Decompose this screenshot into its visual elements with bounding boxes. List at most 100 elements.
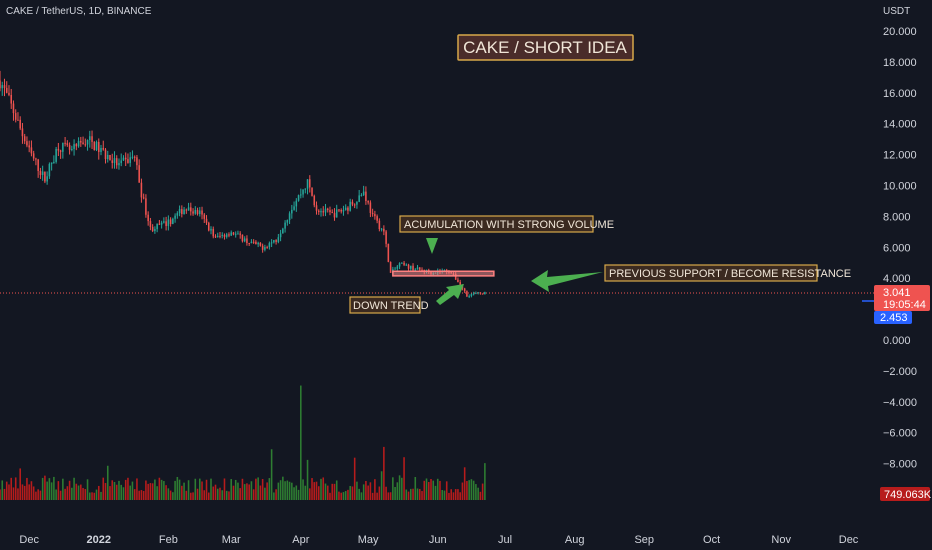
last-price-value: 3.041	[883, 287, 911, 299]
volume-bar	[392, 477, 394, 500]
candle-body	[221, 234, 224, 236]
candle-body	[232, 232, 235, 235]
candle-body	[297, 195, 300, 201]
candle-body	[154, 229, 156, 232]
volume-bar	[17, 488, 19, 500]
candle-body	[344, 207, 347, 210]
annotation-box-resistance[interactable]	[604, 264, 818, 282]
candle-body	[268, 243, 271, 248]
candle-body	[414, 269, 417, 271]
symbol-header[interactable]: CAKE / TetherUS, 1D, BINANCE	[6, 6, 152, 17]
candle-body	[468, 296, 470, 298]
candle-body	[259, 242, 262, 246]
x-tick-label: Jun	[429, 534, 447, 546]
candle-body	[106, 154, 109, 160]
candle-body	[331, 212, 334, 214]
volume-bar	[329, 492, 331, 500]
y-tick-label: −6.000	[883, 428, 917, 440]
volume-bar	[82, 487, 84, 500]
candle-body	[48, 164, 51, 177]
candle-body	[138, 165, 140, 183]
volume-bar	[145, 480, 147, 500]
volume-bar	[10, 477, 13, 500]
chart-title-box[interactable]	[457, 34, 634, 61]
candle-body	[418, 267, 421, 270]
volume-bar	[93, 492, 96, 500]
volume-bar	[219, 487, 221, 500]
volume-bar	[75, 483, 78, 500]
volume-bar	[403, 457, 405, 500]
volume-bar	[477, 487, 479, 500]
candle-body	[32, 153, 35, 159]
candle-body	[131, 156, 134, 158]
x-tick-label: Apr	[292, 534, 309, 546]
resistance-zone[interactable]	[392, 270, 495, 277]
candle-body	[64, 142, 66, 144]
volume-bar	[156, 486, 158, 500]
candle-body	[396, 266, 399, 269]
candle-body	[147, 214, 149, 222]
volume-bar	[232, 485, 235, 500]
volume-bar	[32, 486, 35, 500]
candle-body	[149, 221, 152, 227]
volume-bar	[358, 488, 360, 500]
volume-bar	[351, 486, 354, 500]
annotation-downtrend: DOWN TREND	[353, 300, 429, 312]
volume-bar	[459, 492, 461, 500]
candle-body	[158, 223, 161, 225]
volume-bar	[28, 484, 30, 500]
annotation-box-accumulation[interactable]	[399, 215, 594, 233]
candle-body	[273, 240, 275, 243]
candle-body	[187, 207, 190, 211]
candle-body	[190, 207, 192, 212]
x-axis-ticks[interactable]: Dec 2022 Feb Mar Apr May Jun Jul Aug Sep Oct Nov Dec	[19, 534, 858, 546]
volume-bar	[181, 485, 183, 500]
candle-body	[50, 162, 53, 165]
volume-bar	[405, 489, 408, 500]
y-tick-label: 16.000	[883, 88, 917, 100]
volume-bar	[102, 477, 105, 500]
candle-body	[102, 147, 105, 150]
volume-bar	[441, 489, 444, 500]
volume-bar	[270, 449, 273, 500]
candle-body	[178, 209, 181, 214]
y-axis-ticks[interactable]: 20.000 18.000 16.000 14.000 12.000 10.000 8.00…	[883, 26, 917, 471]
y-tick-label: 10.000	[883, 181, 917, 193]
volume-bar	[452, 492, 455, 500]
volume-bar	[268, 478, 271, 500]
volume-bar	[84, 489, 87, 500]
candle-body	[463, 288, 466, 292]
volume-bar	[412, 488, 414, 500]
candle-body	[77, 141, 80, 147]
x-tick-label: Aug	[565, 534, 585, 546]
candle-body	[8, 92, 10, 95]
candle-body	[286, 220, 289, 223]
candle-body	[28, 145, 30, 148]
candle-body	[459, 282, 461, 286]
candle-body	[481, 293, 484, 295]
candle-body	[457, 279, 459, 283]
volume-bar	[360, 492, 363, 500]
candle-body	[367, 201, 369, 203]
candle-body	[360, 195, 363, 197]
volume-bar	[3, 488, 6, 500]
volume-bar	[472, 480, 475, 500]
x-tick-label: Dec	[839, 534, 859, 546]
volume-bar	[234, 479, 237, 500]
volume-bar	[407, 491, 410, 500]
volume-bar	[401, 477, 403, 500]
volume-bar	[133, 489, 136, 500]
volume-bar	[416, 488, 419, 500]
candle-body	[358, 195, 360, 202]
volume-bar	[284, 481, 286, 500]
candle-body	[26, 141, 28, 146]
volume-bar	[353, 457, 356, 500]
volume-bar	[450, 489, 452, 500]
candle-body	[207, 222, 210, 231]
annotation-box-downtrend[interactable]	[349, 296, 421, 314]
volume-bar	[313, 482, 316, 500]
volume-bars	[0, 385, 486, 500]
volume-bar	[111, 480, 114, 500]
candle-body	[205, 218, 208, 223]
